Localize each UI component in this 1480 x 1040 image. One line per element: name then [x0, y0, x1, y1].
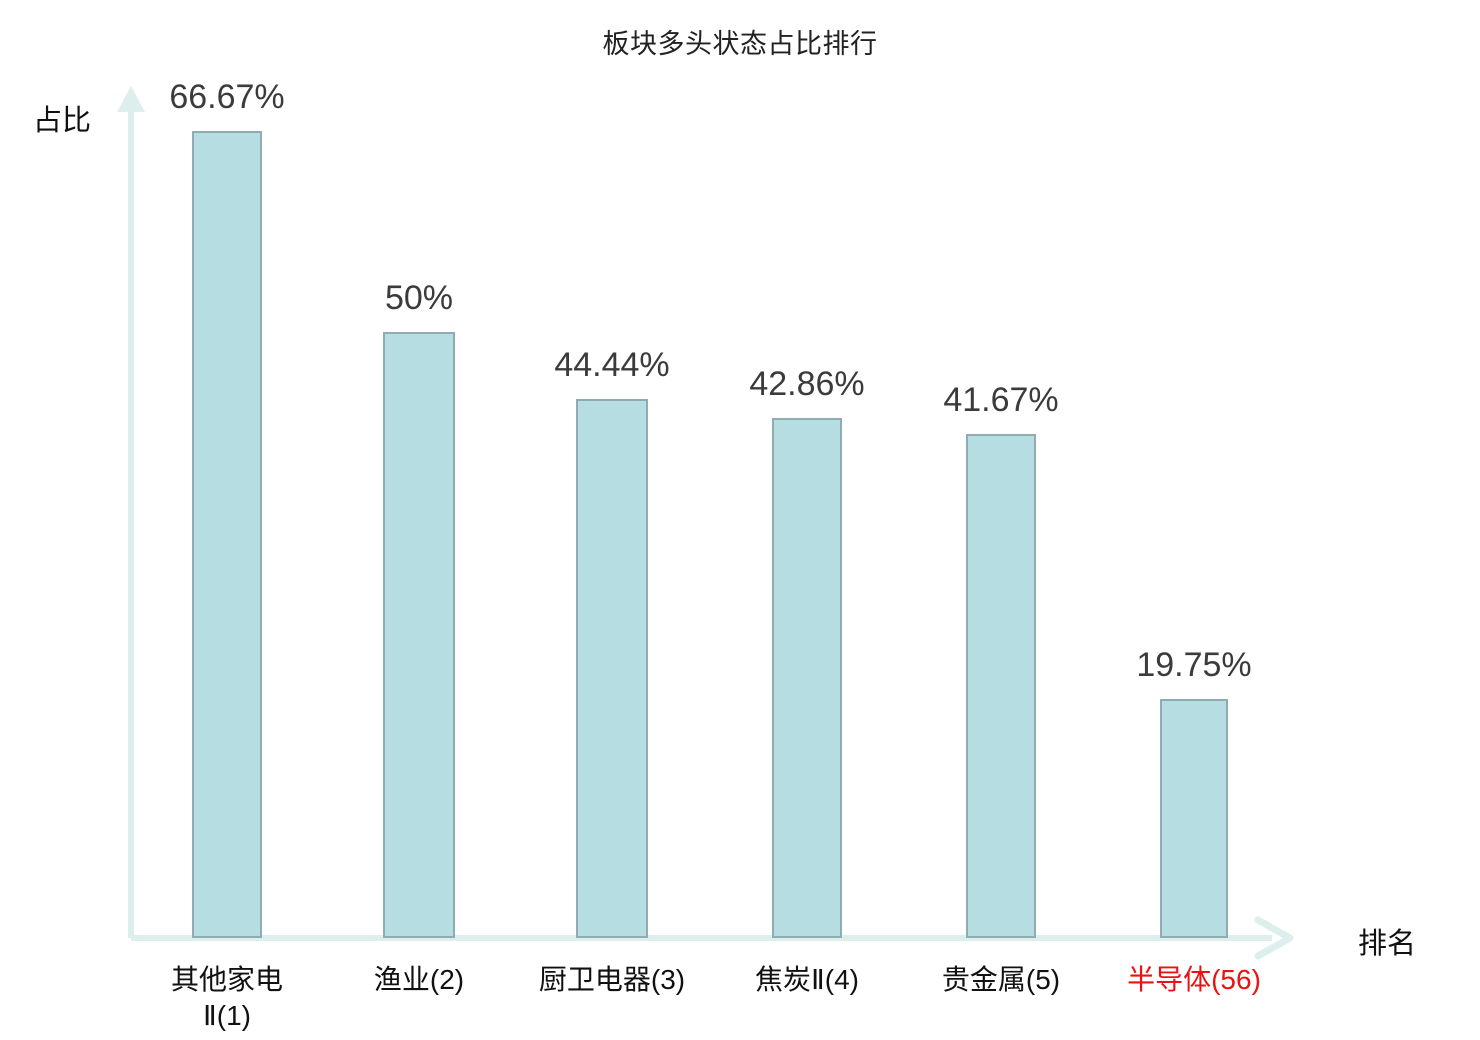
- bar-value-label-5: 41.67%: [943, 381, 1059, 419]
- bar-6[interactable]: [1160, 699, 1228, 938]
- bar-1[interactable]: [192, 131, 262, 938]
- bar-value-label-4: 42.86%: [749, 365, 865, 403]
- bar-3[interactable]: [576, 399, 648, 938]
- bar-5[interactable]: [966, 434, 1036, 938]
- category-label-4[interactable]: 焦炭Ⅱ(4): [754, 964, 860, 995]
- category-label-2[interactable]: 渔业(2): [373, 964, 465, 995]
- category-label-5[interactable]: 贵金属(5): [941, 964, 1061, 995]
- bar-4[interactable]: [772, 418, 842, 938]
- bar-value-label-3: 44.44%: [554, 346, 670, 384]
- bar-2[interactable]: [383, 332, 455, 938]
- bar-value-label-1: 66.67%: [169, 78, 285, 116]
- category-label-3[interactable]: 厨卫电器(3): [538, 964, 686, 995]
- y-axis-label: 占比: [33, 105, 92, 137]
- bar-value-label-2: 50%: [384, 279, 454, 317]
- bar-value-label-6: 19.75%: [1136, 646, 1252, 684]
- category-label-1[interactable]: 其他家电 Ⅱ(1): [170, 964, 284, 1031]
- chart-title: 板块多头状态占比排行: [602, 29, 878, 59]
- x-axis-label: 排名: [1358, 928, 1417, 960]
- category-label-6[interactable]: 半导体(56): [1127, 964, 1261, 995]
